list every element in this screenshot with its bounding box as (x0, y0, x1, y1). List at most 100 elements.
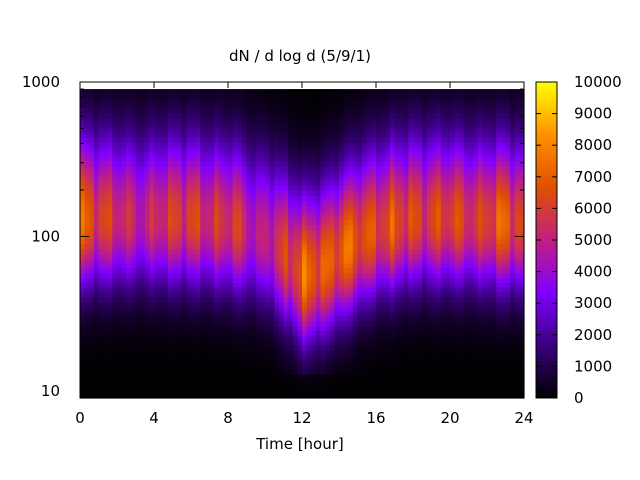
heatmap-cell (195, 320, 201, 327)
heatmap-cell (306, 388, 312, 394)
heatmap-cell (89, 364, 95, 370)
heatmap-cell (237, 180, 243, 187)
heatmap-cell (403, 93, 409, 100)
heatmap-cell (422, 204, 428, 211)
heatmap-cell (311, 378, 317, 385)
heatmap-cell (98, 200, 104, 206)
heatmap-cell (93, 209, 100, 216)
heatmap-cell (348, 330, 354, 336)
heatmap-cell (306, 89, 312, 95)
heatmap-cell (163, 277, 169, 283)
heatmap-cell (130, 354, 137, 360)
heatmap-cell (107, 330, 113, 336)
heatmap-cell (426, 354, 433, 360)
heatmap-cell (352, 151, 359, 158)
heatmap-cell (357, 132, 363, 138)
heatmap-cell (431, 388, 437, 394)
heatmap-cell (93, 108, 100, 114)
heatmap-cell (376, 224, 382, 230)
heatmap-cell (232, 122, 238, 129)
heatmap-cell (126, 277, 132, 283)
heatmap-cell (135, 224, 141, 230)
heatmap-cell (214, 330, 220, 336)
heatmap-cell (84, 393, 90, 399)
heatmap-cell (135, 320, 141, 327)
heatmap-cell (237, 233, 243, 240)
heatmap-cell (371, 296, 377, 303)
heatmap-cell (283, 330, 289, 336)
heatmap-cell (288, 132, 294, 138)
heatmap-cell (117, 238, 123, 245)
heatmap-cell (103, 195, 109, 201)
heatmap-cell (380, 146, 386, 153)
heatmap-cell (89, 118, 95, 124)
heatmap-cell (426, 233, 433, 240)
heatmap-cell (260, 175, 266, 182)
heatmap-cell (413, 93, 419, 100)
heatmap-cell (255, 258, 261, 264)
heatmap-cell (288, 185, 294, 192)
heatmap-cell (172, 118, 178, 124)
heatmap-cell (426, 340, 433, 346)
heatmap-cell (130, 243, 137, 249)
heatmap-cell (246, 378, 252, 385)
heatmap-cell (241, 253, 248, 259)
heatmap-cell (371, 315, 377, 322)
heatmap-cell (343, 238, 349, 245)
heatmap-cell (426, 267, 433, 274)
heatmap-cell (130, 369, 137, 375)
heatmap-cell (408, 277, 414, 283)
heatmap-cell (200, 209, 206, 216)
heatmap-cell (297, 349, 303, 356)
heatmap-cell (186, 156, 192, 163)
heatmap-cell (204, 175, 211, 182)
heatmap-cell (352, 108, 359, 114)
heatmap-cell (278, 238, 285, 245)
heatmap-cell (274, 89, 280, 95)
heatmap-cell (348, 180, 354, 187)
heatmap-cell (191, 383, 197, 389)
heatmap-cell (191, 224, 197, 230)
heatmap-cell (228, 113, 234, 119)
heatmap-cell (274, 161, 280, 167)
heatmap-cell (154, 286, 160, 293)
heatmap-cell (292, 277, 298, 283)
heatmap-cell (408, 200, 414, 206)
heatmap-cell (237, 142, 243, 148)
heatmap-cell (130, 306, 137, 312)
heatmap-cell (394, 272, 400, 278)
heatmap-cell (200, 340, 206, 346)
heatmap-cell (251, 344, 257, 351)
heatmap-cell (241, 195, 248, 201)
heatmap-cell (154, 364, 160, 370)
heatmap-cell (362, 113, 368, 119)
heatmap-cell (339, 204, 345, 211)
heatmap-cell (237, 277, 243, 283)
heatmap-cell (80, 354, 86, 360)
heatmap-cell (320, 180, 326, 187)
heatmap-cell (343, 89, 349, 95)
heatmap-cell (228, 200, 234, 206)
heatmap-cell (255, 344, 261, 351)
heatmap-cell (200, 180, 206, 187)
heatmap-cell (154, 306, 160, 312)
heatmap-cell (140, 98, 146, 105)
heatmap-cell (352, 127, 359, 134)
heatmap-cell (251, 89, 257, 95)
heatmap-cell (325, 166, 331, 172)
heatmap-cell (186, 195, 192, 201)
heatmap-cell (403, 122, 409, 129)
heatmap-cell (274, 195, 280, 201)
heatmap-cell (232, 108, 238, 114)
heatmap-cell (237, 340, 243, 346)
heatmap-cell (80, 127, 86, 134)
heatmap-cell (158, 171, 164, 177)
heatmap-cell (385, 349, 391, 356)
heatmap-cell (260, 248, 266, 254)
heatmap-cell (436, 359, 442, 365)
heatmap-cell (200, 190, 206, 196)
heatmap-cell (93, 306, 100, 312)
heatmap-cell (376, 146, 382, 153)
heatmap-cell (98, 233, 104, 240)
heatmap-cell (376, 359, 382, 365)
